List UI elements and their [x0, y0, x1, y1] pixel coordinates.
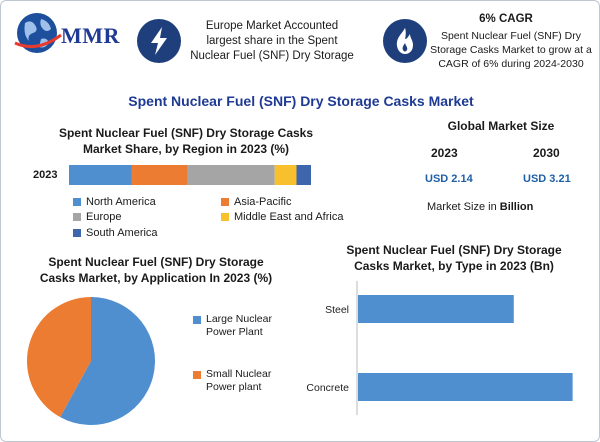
- bar-segment-south-america: [296, 165, 311, 185]
- bar-steel: [358, 295, 514, 323]
- region-chart-title: Spent Nuclear Fuel (SNF) Dry Storage Cas…: [58, 126, 314, 156]
- legend-swatch: [221, 198, 229, 206]
- legend-label: South America: [86, 227, 158, 239]
- legend-europe: Europe: [73, 211, 121, 223]
- unit-note-prefix: Market Size in: [427, 201, 500, 213]
- region-stacked-bar: [69, 165, 311, 185]
- category-label-steel: Steel: [325, 304, 349, 316]
- legend-label: Middle East and Africa: [234, 211, 344, 223]
- flame-icon: [383, 19, 427, 63]
- market-size-value-2023: USD 2.14: [425, 173, 473, 185]
- bar-segment-middle-east-and-africa: [274, 165, 297, 185]
- lightning-icon: [137, 19, 181, 63]
- market-size-title: Global Market Size: [447, 119, 555, 133]
- market-size-year-2030: 2030: [533, 146, 560, 160]
- logo-text: MMR: [61, 23, 120, 48]
- type-bar-chart: Steel Concrete: [306, 281, 573, 415]
- cagr-text: Spent Nuclear Fuel (SNF) Dry Storage Cas…: [430, 30, 592, 70]
- legend-label: Europe: [86, 211, 122, 223]
- bar-segment-north-america: [69, 165, 132, 185]
- legend-label: Asia-Pacific: [234, 196, 292, 208]
- globe-icon: [14, 13, 62, 53]
- legend-swatch: [73, 198, 81, 206]
- legend-swatch: [193, 371, 201, 379]
- legend-label: Small Nuclear Power plant: [206, 368, 272, 393]
- legend-swatch: [73, 213, 81, 221]
- legend-swatch: [221, 213, 229, 221]
- legend-south-america: South America: [73, 227, 158, 239]
- application-pie-chart: [27, 297, 155, 425]
- legend-swatch: [73, 229, 81, 237]
- market-size-value-2030: USD 3.21: [523, 173, 571, 185]
- pie-slice-large-plant: [60, 297, 155, 425]
- legend-small-plant: Small Nuclear Power plant: [193, 368, 286, 394]
- category-label-concrete: Concrete: [306, 382, 349, 394]
- market-fact: Europe Market Accounted largest share in…: [190, 20, 354, 62]
- cagr-title: 6% CAGR: [479, 13, 533, 25]
- application-chart-title: Spent Nuclear Fuel (SNF) Dry Storage Cas…: [39, 255, 273, 285]
- unit-note-bold: Billion: [499, 201, 534, 213]
- market-size-year-2023: 2023: [431, 146, 458, 160]
- legend-large-plant: Large Nuclear Power Plant: [193, 313, 286, 339]
- bar-concrete: [358, 373, 573, 401]
- pie-slice-small-plant: [27, 297, 91, 418]
- bar-segment-asia-pacific: [131, 165, 188, 185]
- market-size-unit-note: Market Size in Billion: [427, 201, 533, 213]
- legend-label: North America: [86, 196, 156, 208]
- region-year-label: 2023: [33, 169, 58, 181]
- legend-north-america: North America: [73, 196, 156, 208]
- logo: [14, 13, 62, 53]
- main-title: Spent Nuclear Fuel (SNF) Dry Storage Cas…: [128, 93, 474, 109]
- legend-swatch: [193, 316, 201, 324]
- legend-asia-pacific: Asia-Pacific: [221, 196, 291, 208]
- type-chart-title: Spent Nuclear Fuel (SNF) Dry Storage Cas…: [346, 243, 562, 273]
- bar-segment-europe: [187, 165, 275, 185]
- legend-middle-east-africa: Middle East and Africa: [221, 211, 343, 223]
- legend-label: Large Nuclear Power Plant: [206, 313, 272, 338]
